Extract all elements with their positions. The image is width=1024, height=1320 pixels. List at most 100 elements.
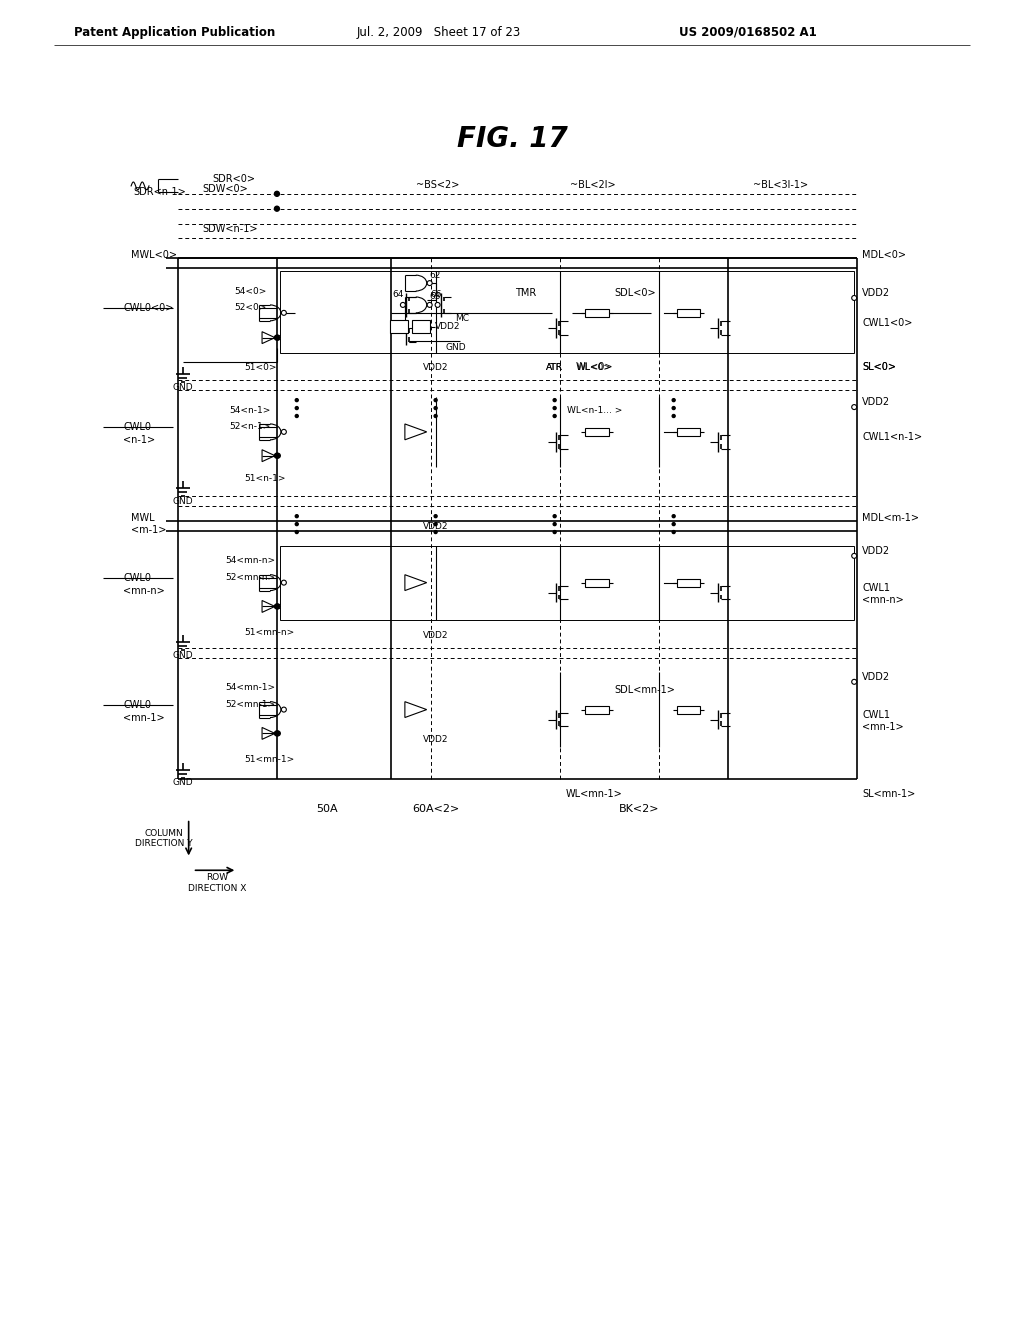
Circle shape (434, 414, 437, 417)
Text: 52<0>: 52<0> (233, 304, 266, 313)
Text: LS: LS (394, 322, 404, 331)
Text: VDD2: VDD2 (423, 735, 449, 744)
Text: GND: GND (172, 779, 193, 788)
Text: GND: GND (445, 343, 466, 352)
Circle shape (427, 281, 432, 285)
Text: CWL0: CWL0 (123, 573, 152, 582)
Circle shape (295, 414, 298, 417)
Text: <m-1>: <m-1> (131, 525, 167, 535)
Text: 68: 68 (392, 322, 403, 331)
Text: ~BL<2l>: ~BL<2l> (569, 180, 615, 190)
Text: <mn-1>: <mn-1> (123, 713, 165, 722)
Text: 62: 62 (430, 271, 441, 280)
Text: WL<mn-1>: WL<mn-1> (566, 789, 623, 799)
Text: 54<n-1>: 54<n-1> (229, 405, 270, 414)
Circle shape (400, 302, 406, 308)
Circle shape (274, 731, 280, 735)
Text: VDD2: VDD2 (434, 322, 460, 331)
Bar (412, 321, 430, 333)
Circle shape (274, 335, 280, 341)
Text: 51<mn-n>: 51<mn-n> (244, 628, 295, 636)
Text: ROW
DIRECTION X: ROW DIRECTION X (188, 874, 247, 892)
Text: COLUMN
DIRECTION Y: COLUMN DIRECTION Y (135, 829, 193, 849)
Circle shape (295, 515, 298, 517)
Bar (390, 321, 408, 333)
Circle shape (852, 405, 857, 409)
Bar (677, 706, 700, 714)
Text: LS: LS (416, 322, 426, 331)
Circle shape (553, 399, 556, 401)
Circle shape (553, 523, 556, 525)
Circle shape (282, 708, 287, 711)
Text: SL<mn-1>: SL<mn-1> (862, 789, 915, 799)
Bar (586, 309, 609, 317)
Text: ATR: ATR (546, 363, 563, 372)
Text: SDR<0>: SDR<0> (212, 174, 255, 183)
Text: FIG. 17: FIG. 17 (457, 125, 567, 153)
Bar (677, 428, 700, 436)
Text: GND: GND (172, 383, 193, 392)
Circle shape (295, 399, 298, 401)
Bar (280, 271, 854, 352)
Text: MC: MC (456, 314, 469, 323)
Text: CWL0<0>: CWL0<0> (123, 302, 173, 313)
Text: MDL<m-1>: MDL<m-1> (862, 513, 920, 523)
Text: 52<mn-1>: 52<mn-1> (225, 700, 275, 709)
Text: ~BS<2>: ~BS<2> (416, 180, 459, 190)
Text: <mn-n>: <mn-n> (123, 586, 165, 595)
Circle shape (274, 206, 280, 211)
Circle shape (295, 531, 298, 533)
Text: 54<0>: 54<0> (233, 286, 266, 296)
Text: MWL: MWL (131, 513, 155, 523)
Circle shape (434, 531, 437, 533)
Text: US 2009/0168502 A1: US 2009/0168502 A1 (679, 25, 816, 38)
Text: 54<mn-n>: 54<mn-n> (225, 556, 275, 565)
Circle shape (275, 731, 281, 735)
Text: VDD2: VDD2 (862, 397, 890, 407)
Text: SDL<mn-1>: SDL<mn-1> (614, 685, 675, 694)
Circle shape (672, 515, 675, 517)
Text: 52<n-1>: 52<n-1> (229, 422, 270, 432)
Text: CWL0: CWL0 (123, 422, 152, 432)
Text: SDR<n-1>: SDR<n-1> (133, 187, 186, 197)
Text: VDD2: VDD2 (423, 521, 449, 531)
Text: 51<0>: 51<0> (244, 363, 276, 372)
Circle shape (275, 605, 281, 609)
Circle shape (553, 531, 556, 533)
Circle shape (852, 296, 857, 301)
Text: 60A<2>: 60A<2> (412, 804, 459, 813)
Text: Jul. 2, 2009   Sheet 17 of 23: Jul. 2, 2009 Sheet 17 of 23 (356, 25, 520, 38)
Bar (586, 578, 609, 586)
Circle shape (672, 523, 675, 525)
Text: GND: GND (172, 496, 193, 506)
Text: 63: 63 (430, 293, 441, 301)
Circle shape (553, 515, 556, 517)
Text: ATR: ATR (546, 363, 563, 372)
Text: <mn-1>: <mn-1> (862, 722, 904, 733)
Circle shape (672, 531, 675, 533)
Circle shape (553, 414, 556, 417)
Text: WL<0>: WL<0> (577, 363, 611, 372)
Text: VDD2: VDD2 (862, 288, 890, 298)
Circle shape (672, 414, 675, 417)
Text: CWL1<0>: CWL1<0> (862, 318, 912, 327)
Text: CWL1: CWL1 (862, 710, 890, 719)
Bar (586, 428, 609, 436)
Circle shape (282, 429, 287, 434)
Circle shape (427, 302, 432, 308)
Circle shape (852, 680, 857, 684)
Text: CWL1<n-1>: CWL1<n-1> (862, 432, 923, 442)
Circle shape (295, 523, 298, 525)
Text: SDW<0>: SDW<0> (203, 183, 248, 194)
Text: 64: 64 (392, 290, 403, 300)
Circle shape (282, 581, 287, 585)
Bar (586, 706, 609, 714)
Text: 51<mn-1>: 51<mn-1> (244, 755, 295, 764)
Circle shape (275, 453, 281, 458)
Text: VDD2: VDD2 (423, 631, 449, 640)
Circle shape (274, 453, 280, 458)
Text: 50A: 50A (315, 804, 337, 813)
Text: SL<0>: SL<0> (862, 363, 896, 372)
Bar (677, 578, 700, 586)
Text: 54<mn-1>: 54<mn-1> (225, 684, 275, 692)
